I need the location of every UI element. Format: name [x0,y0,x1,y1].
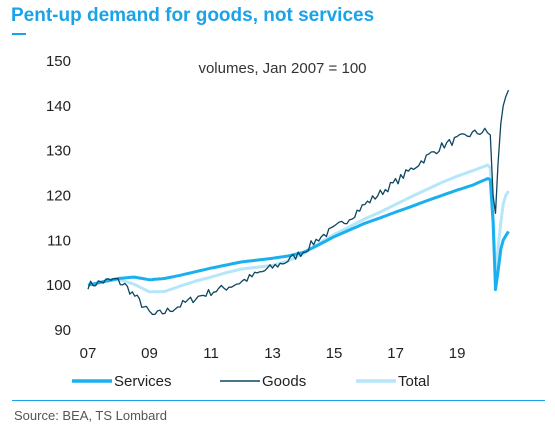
x-tick-label: 09 [141,345,158,362]
legend-label-goods: Goods [262,373,306,390]
x-tick-label: 19 [449,345,466,362]
y-tick-label: 120 [46,188,71,205]
series-line-services [87,177,510,292]
chart-subtitle: volumes, Jan 2007 = 100 [198,60,367,77]
y-tick-label: 130 [46,143,71,160]
x-tick-label: 13 [264,345,281,362]
legend-label-services: Services [114,373,172,390]
x-tick-label: 07 [80,345,97,362]
source-divider [12,400,545,401]
x-tick-label: 17 [387,345,404,362]
y-tick-label: 140 [46,98,71,115]
x-tick-label: 11 [203,345,219,362]
series-line-total [87,163,510,294]
source-note: Source: BEA, TS Lombard [14,408,167,423]
y-tick-label: 150 [46,53,71,70]
series-line-goods [87,89,510,316]
line-chart: 90 100 110 120 130 140 150 07 09 11 13 15 17 19 Servic… [46,53,510,390]
legend-label-total: Total [398,373,430,390]
chart-title: Pent-up demand for goods, not services [11,5,375,26]
title-underline [12,33,26,35]
y-tick-label: 100 [46,277,71,294]
y-tick-label: 110 [47,232,71,249]
x-tick-label: 15 [326,345,343,362]
y-tick-label: 90 [54,322,71,339]
